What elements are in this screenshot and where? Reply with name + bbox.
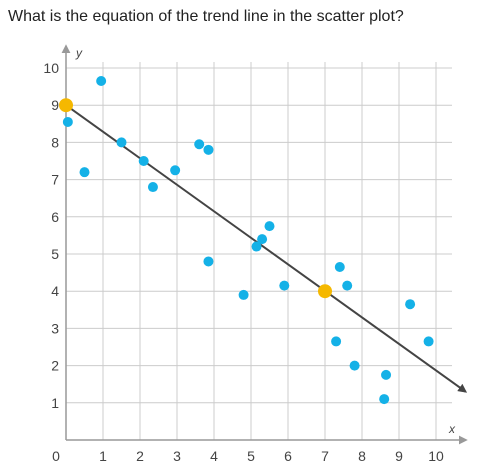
data-point bbox=[264, 221, 275, 232]
data-point bbox=[279, 280, 290, 291]
data-point bbox=[257, 234, 268, 245]
tick-labels: 0 1 2 3 4 5 6 7 8 9 10 1 2 3 4 5 6 7 8 9 10 bbox=[43, 60, 444, 464]
x-tick-label: 8 bbox=[358, 448, 366, 464]
data-point bbox=[194, 139, 205, 150]
x-tick-label: 6 bbox=[284, 448, 292, 464]
y-tick-label: 5 bbox=[51, 246, 59, 262]
data-point bbox=[331, 336, 342, 347]
y-tick-label: 9 bbox=[51, 97, 59, 113]
x-tick-label: 1 bbox=[99, 448, 107, 464]
y-tick-label: 2 bbox=[51, 358, 59, 374]
x-axis-label: x bbox=[448, 422, 456, 436]
highlighted-point bbox=[59, 98, 73, 113]
x-tick-label: 2 bbox=[136, 448, 144, 464]
data-point bbox=[116, 137, 127, 148]
y-tick-label: 8 bbox=[51, 134, 59, 150]
data-point bbox=[334, 262, 345, 273]
trend-line bbox=[65, 104, 468, 393]
x-tick-label: 3 bbox=[173, 448, 181, 464]
x-tick-label: 9 bbox=[395, 448, 403, 464]
data-point bbox=[203, 256, 214, 267]
x-tick-label: 7 bbox=[321, 448, 329, 464]
data-points bbox=[59, 76, 434, 405]
y-tick-label: 4 bbox=[51, 283, 59, 299]
data-point bbox=[62, 116, 73, 127]
data-point bbox=[381, 369, 392, 380]
x-tick-label: 10 bbox=[428, 448, 444, 464]
y-axis-label: y bbox=[75, 46, 83, 60]
highlighted-point bbox=[318, 284, 332, 299]
data-point bbox=[349, 360, 360, 371]
y-tick-label: 1 bbox=[51, 395, 59, 411]
x-tick-label: 4 bbox=[210, 448, 218, 464]
question-text: What is the equation of the trend line i… bbox=[8, 8, 404, 25]
data-point bbox=[79, 167, 90, 178]
grid-lines bbox=[66, 62, 452, 440]
data-point bbox=[96, 76, 107, 87]
y-tick-label: 10 bbox=[43, 60, 59, 76]
data-point bbox=[147, 182, 158, 193]
y-tick-label: 6 bbox=[51, 209, 59, 225]
data-point bbox=[203, 144, 214, 155]
x-tick-label: 5 bbox=[247, 448, 255, 464]
data-point bbox=[138, 156, 149, 166]
data-point bbox=[342, 280, 353, 291]
data-point bbox=[379, 394, 390, 405]
y-tick-label: 7 bbox=[51, 172, 59, 188]
x-tick-label: 0 bbox=[52, 448, 60, 464]
data-point bbox=[423, 336, 434, 347]
trend-line-group bbox=[65, 104, 468, 393]
data-point bbox=[170, 165, 181, 176]
axis-labels: xy bbox=[75, 46, 456, 436]
data-point bbox=[251, 241, 262, 252]
data-point bbox=[238, 289, 249, 300]
data-point bbox=[405, 299, 416, 310]
y-tick-label: 3 bbox=[51, 320, 59, 336]
